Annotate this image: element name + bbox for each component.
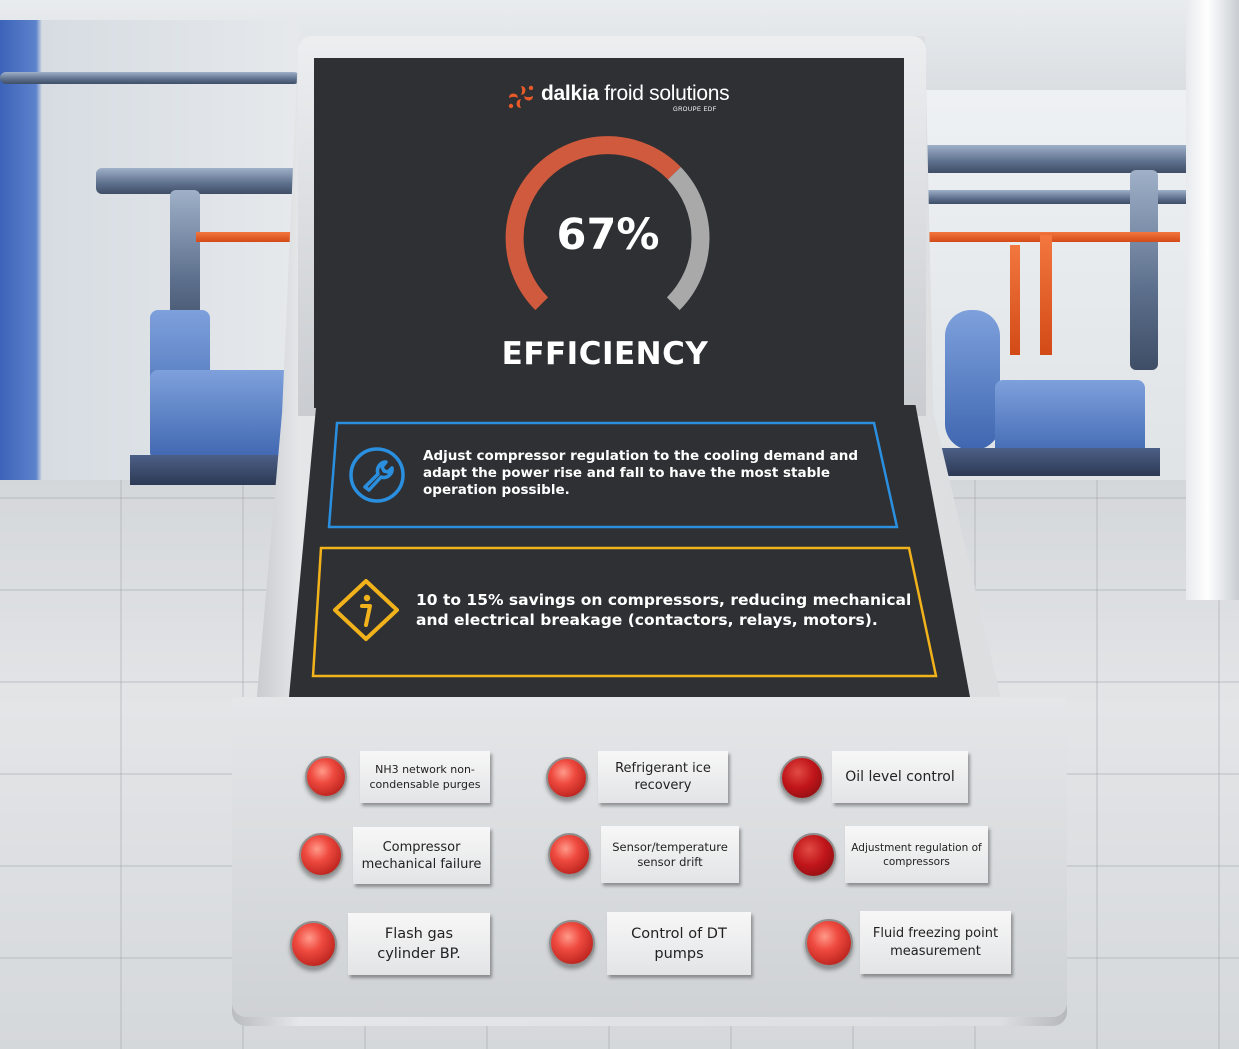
compressor-left xyxy=(150,370,300,460)
pipe-right-vertical xyxy=(1130,170,1158,370)
brand-name-rest: froid solutions xyxy=(598,82,730,105)
info-diamond-icon xyxy=(333,579,399,641)
gauge-value: 67% xyxy=(556,210,660,260)
label-nh3-purges: NH3 network non-condensable purges xyxy=(360,751,490,803)
label-compressor-failure: Compressor mechanical failure xyxy=(353,827,490,884)
led-button-freezing-point[interactable] xyxy=(805,919,853,967)
brand-logo: dalkia froid solutions GROUPE EDF xyxy=(505,80,730,120)
wrench-icon xyxy=(349,447,405,503)
led-button-nh3-purges[interactable] xyxy=(305,756,347,798)
brand-name: dalkia froid solutions xyxy=(541,82,730,106)
led-button-flash-gas[interactable] xyxy=(290,921,337,968)
brand-group: GROUPE EDF xyxy=(673,107,717,113)
gauge-label: EFFICIENCY xyxy=(501,336,709,372)
gauge-track xyxy=(666,167,710,311)
led-button-refrigerant-ice[interactable] xyxy=(546,757,588,799)
label-refrigerant-ice: Refrigerant ice recovery xyxy=(598,751,728,803)
machine-base-left xyxy=(130,455,305,485)
label-sensor-drift: Sensor/temperature sensor drift xyxy=(601,826,739,883)
led-button-dt-pumps[interactable] xyxy=(549,920,595,966)
led-button-sensor-drift[interactable] xyxy=(548,833,591,876)
pipe-right xyxy=(920,145,1239,173)
pipe-right-2 xyxy=(920,190,1239,204)
info-box-yellow xyxy=(311,546,938,678)
led-button-adjustment-regulation[interactable] xyxy=(791,833,836,878)
brand-name-bold: dalkia xyxy=(541,82,599,105)
label-dt-pumps: Control of DT pumps xyxy=(607,912,751,975)
orange-pipe-vertical xyxy=(1040,235,1052,355)
info-blue-text: Adjust compressor regulation to the cool… xyxy=(423,448,859,498)
efficiency-gauge xyxy=(505,136,710,311)
tank-right xyxy=(945,310,1000,450)
ceiling-pipe xyxy=(0,72,300,84)
label-adjustment-regulation: Adjustment regulation of compressors xyxy=(845,826,988,883)
label-freezing-point: Fluid freezing point measurement xyxy=(860,911,1011,974)
gauge-fill xyxy=(505,136,681,311)
dalkia-logo-icon xyxy=(508,85,534,109)
screen-bottom xyxy=(289,405,970,697)
screen-top xyxy=(314,58,904,408)
label-oil-level: Oil level control xyxy=(832,751,968,803)
pipe-left xyxy=(96,168,306,194)
label-flash-gas: Flash gas cylinder BP. xyxy=(348,913,490,975)
orange-pipe-vertical-2 xyxy=(1010,245,1020,355)
compressor-right xyxy=(995,380,1145,460)
pillar xyxy=(1186,0,1239,600)
machine-base-right xyxy=(940,448,1160,476)
orange-pipe-left xyxy=(196,232,300,242)
led-button-oil-level[interactable] xyxy=(780,756,824,800)
info-yellow-text: 10 to 15% savings on compressors, reduci… xyxy=(416,591,912,629)
info-box-blue xyxy=(327,421,899,529)
led-button-compressor-failure[interactable] xyxy=(299,833,343,877)
